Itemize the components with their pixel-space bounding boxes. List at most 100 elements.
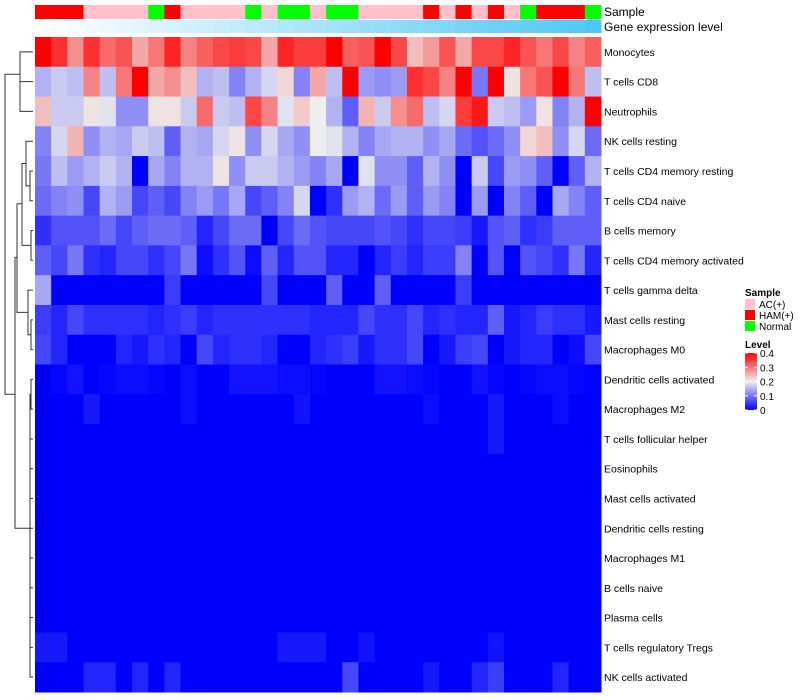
heatmap-cell (245, 37, 262, 68)
heatmap-cell (374, 602, 392, 633)
heatmap-cell (423, 394, 440, 425)
heatmap-cell (423, 572, 440, 604)
heatmap-cell (229, 245, 246, 276)
colorbar-tick-label: 0 (760, 406, 766, 417)
heatmap-cell (342, 364, 359, 395)
heatmap-cell (536, 156, 553, 187)
heatmap-cell (374, 543, 392, 574)
heatmap-cell (487, 632, 505, 663)
heatmap-cell (423, 66, 440, 98)
heatmap-cell (471, 66, 489, 98)
heatmap-cell (180, 126, 198, 157)
heatmap-cell (406, 364, 424, 395)
heatmap-cell (99, 334, 117, 365)
heatmap-cell (245, 96, 262, 127)
heatmap-cell (148, 483, 165, 514)
heatmap-cell (180, 632, 198, 663)
heatmap-cell (342, 424, 359, 455)
heatmap-cell (406, 572, 424, 604)
heatmap-cell (455, 275, 473, 306)
heatmap-cell (245, 215, 262, 246)
gene-annotation-cell (309, 20, 327, 33)
heatmap-cell (471, 96, 489, 127)
sample-annotation-cell (51, 5, 68, 19)
heatmap-cell (503, 424, 521, 455)
legend-item-label: AC(+) (759, 300, 785, 311)
heatmap-cell (423, 364, 440, 395)
heatmap-cell (261, 632, 279, 663)
heatmap-cell (487, 185, 505, 217)
heatmap-cell (309, 334, 327, 365)
heatmap-cell (35, 513, 52, 544)
heatmap-cell (584, 632, 602, 663)
heatmap-cell (471, 334, 489, 365)
heatmap-cell (503, 543, 521, 574)
heatmap-cell (487, 394, 505, 425)
heatmap-cell (406, 245, 424, 276)
heatmap-cell (568, 453, 586, 485)
row-label: T cells CD4 memory resting (604, 166, 733, 178)
heatmap-cell (212, 215, 230, 246)
heatmap-cell (423, 275, 440, 306)
heatmap-cell (406, 156, 424, 187)
heatmap-cell (390, 275, 408, 306)
heatmap-cell (212, 572, 230, 604)
heatmap-cell (584, 66, 602, 98)
heatmap-cell (536, 543, 553, 574)
heatmap-cell (67, 453, 85, 485)
heatmap-cell (520, 245, 537, 276)
row-label: T cells CD4 naive (604, 196, 686, 208)
heatmap-cell (374, 453, 392, 485)
heatmap-cell (51, 364, 68, 395)
heatmap-cell (83, 156, 101, 187)
heatmap-cell (132, 275, 149, 306)
heatmap-cell (261, 37, 279, 68)
heatmap-cell (293, 334, 311, 365)
heatmap-cell (293, 364, 311, 395)
heatmap-cell (439, 304, 456, 336)
heatmap-cell (132, 424, 149, 455)
dendrogram-branch (21, 163, 31, 246)
heatmap-cell (326, 424, 343, 455)
heatmap-cell (83, 453, 101, 485)
heatmap-cell (536, 185, 553, 217)
heatmap-cell (148, 185, 165, 217)
heatmap-cell (99, 126, 117, 157)
heatmap-cell (67, 96, 85, 127)
heatmap-cell (503, 364, 521, 395)
heatmap-cell (67, 185, 85, 217)
heatmap-cell (212, 513, 230, 544)
heatmap-cell (471, 394, 489, 425)
row-label: Macrophages M1 (604, 553, 685, 565)
heatmap-cell (99, 156, 117, 187)
heatmap-cell (51, 572, 68, 604)
heatmap-cell (261, 513, 279, 544)
sample-annotation-cell (487, 5, 505, 19)
heatmap-cell (520, 37, 537, 68)
row-label: T cells CD4 memory activated (604, 255, 744, 267)
heatmap-cell (132, 156, 149, 187)
heatmap-cell (471, 424, 489, 455)
heatmap-cell (148, 394, 165, 425)
heatmap-cell (390, 66, 408, 98)
heatmap-cell (277, 185, 295, 217)
heatmap-cell (390, 304, 408, 336)
heatmap-cell (115, 156, 133, 187)
heatmap-cell (423, 543, 440, 574)
heatmap-cell (326, 662, 343, 693)
heatmap-cell (180, 364, 198, 395)
sample-annotation-cell (390, 5, 408, 19)
heatmap-cell (390, 453, 408, 485)
heatmap-cell (439, 394, 456, 425)
heatmap-cell (342, 215, 359, 246)
heatmap-cell (487, 66, 505, 98)
heatmap-cell (455, 215, 473, 246)
heatmap-cell (229, 513, 246, 544)
gene-annotation-cell (455, 20, 473, 33)
heatmap-cell (261, 304, 279, 336)
heatmap-cell (439, 96, 456, 127)
gene-annotation-cell (503, 20, 521, 33)
gene-annotation-cell (83, 20, 101, 33)
heatmap-cell (471, 602, 489, 633)
